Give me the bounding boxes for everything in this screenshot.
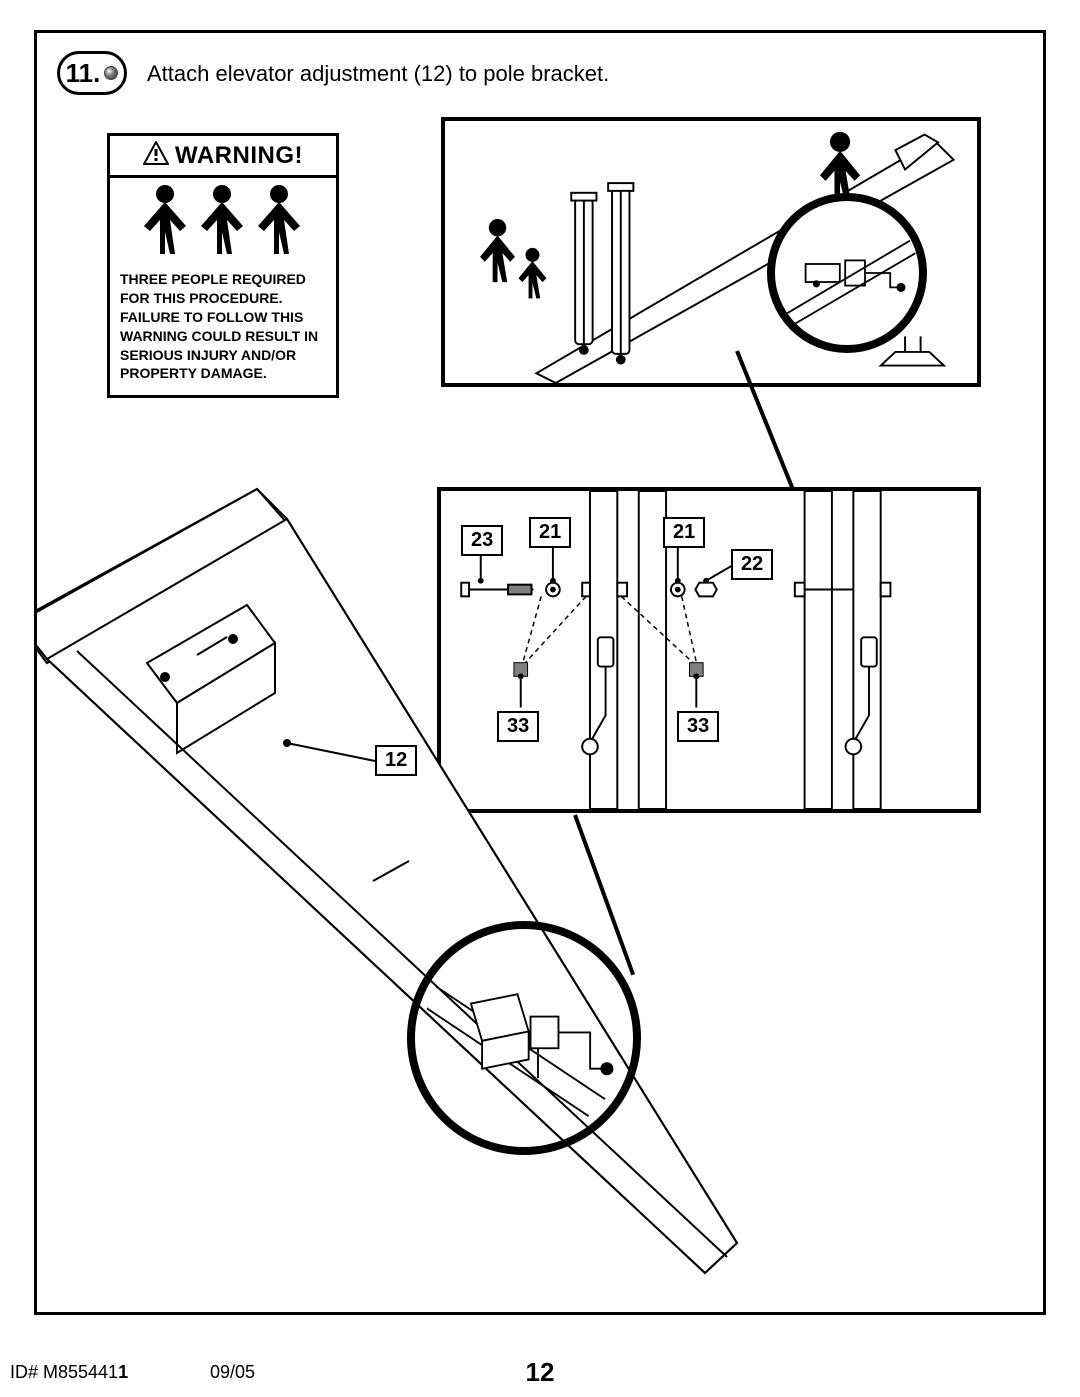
footer-id-rev: 1: [118, 1362, 128, 1382]
warning-people-row: [110, 178, 336, 262]
warning-text: THREE PEOPLE REQUIRED FOR THIS PROCEDURE…: [110, 262, 336, 395]
warning-title: WARNING!: [175, 142, 303, 170]
magnifier-top: [767, 193, 927, 353]
footer-id-label: ID# M855441: [10, 1362, 118, 1382]
step-badge: 11.: [57, 51, 127, 95]
person-icon: [133, 184, 313, 256]
footer-id: ID# M8554411: [10, 1362, 210, 1383]
warning-triangle-icon: [143, 141, 169, 170]
page-footer: ID# M8554411 09/05 12: [0, 1347, 1080, 1397]
magnifier-bottom: [407, 921, 641, 1155]
step-dot-icon: [104, 66, 118, 80]
footer-page-number: 12: [410, 1357, 670, 1388]
warning-box: WARNING!: [107, 133, 339, 398]
page: 11. Attach elevator adjustment (12) to p…: [0, 0, 1080, 1397]
footer-date: 09/05: [210, 1362, 410, 1383]
main-pole-illustration: [37, 483, 797, 1313]
step-instruction: Attach elevator adjustment (12) to pole …: [147, 61, 609, 87]
content-frame: 11. Attach elevator adjustment (12) to p…: [34, 30, 1046, 1315]
step-number: 11.: [66, 58, 101, 89]
warning-header: WARNING!: [110, 136, 336, 178]
leader-12: [277, 733, 397, 793]
magnifier-top-illustration: [775, 201, 919, 345]
main-diagram: [37, 483, 797, 1313]
magnifier-bottom-illustration: [415, 929, 633, 1147]
